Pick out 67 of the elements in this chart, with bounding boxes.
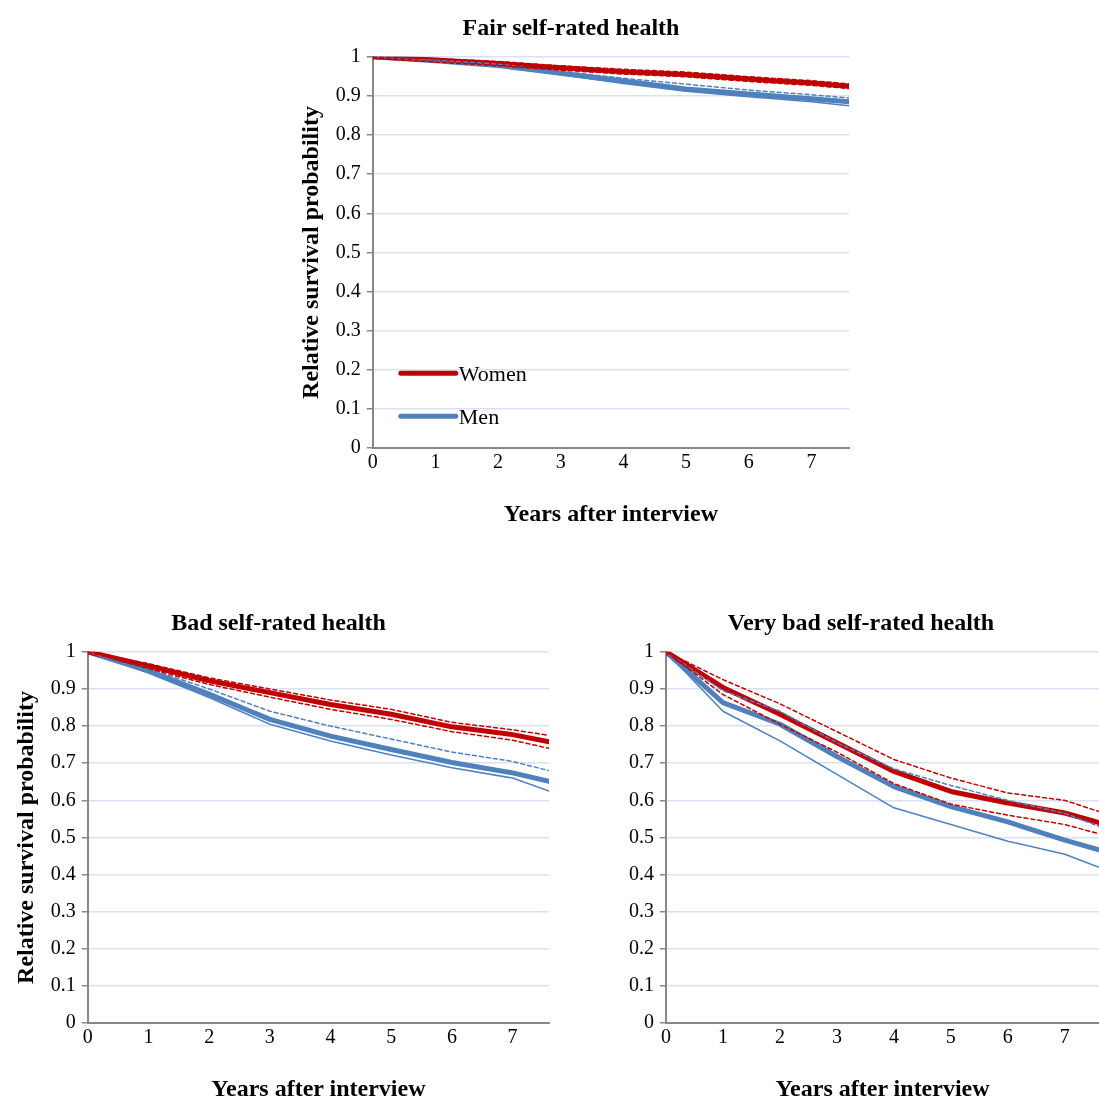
y-tick-label: 0.8 bbox=[335, 122, 361, 145]
x-axis-title: Years after interview bbox=[503, 499, 719, 526]
y-tick-label: 0.6 bbox=[335, 200, 361, 223]
y-tick-label: 0.5 bbox=[629, 824, 654, 847]
y-axis-title: Relative survival probability bbox=[11, 691, 38, 984]
x-tick-label: 5 bbox=[681, 450, 692, 473]
chart-title: Fair self-rated health bbox=[462, 13, 680, 40]
x-tick-label: 3 bbox=[264, 1025, 275, 1048]
y-tick-label: 0.3 bbox=[629, 899, 654, 922]
x-tick-label: 6 bbox=[1002, 1025, 1013, 1048]
y-tick-label: 0 bbox=[644, 1010, 654, 1033]
chart-title: Very bad self-rated health bbox=[727, 608, 995, 635]
x-tick-label: 7 bbox=[806, 450, 817, 473]
x-tick-label: 7 bbox=[1059, 1025, 1070, 1048]
y-tick-label: 0.8 bbox=[50, 713, 76, 736]
x-axis-title: Years after interview bbox=[775, 1074, 991, 1101]
y-tick-label: 0.7 bbox=[50, 750, 76, 773]
y-tick-label: 0.7 bbox=[335, 161, 361, 184]
x-tick-label: 6 bbox=[743, 450, 754, 473]
x-tick-label: 3 bbox=[831, 1025, 842, 1048]
y-tick-label: 0.7 bbox=[629, 750, 654, 773]
x-tick-label: 3 bbox=[555, 450, 566, 473]
x-tick-label: 0 bbox=[367, 450, 378, 473]
y-tick-label: 0.1 bbox=[629, 973, 654, 996]
y-tick-label: 0.9 bbox=[50, 676, 76, 699]
y-tick-label: 0.4 bbox=[629, 861, 654, 884]
y-tick-label: 0.1 bbox=[335, 396, 361, 419]
y-tick-label: 1 bbox=[350, 44, 361, 67]
x-tick-label: 2 bbox=[774, 1025, 785, 1048]
x-tick-label: 2 bbox=[493, 450, 504, 473]
y-tick-label: 0.2 bbox=[335, 357, 361, 380]
x-tick-label: 1 bbox=[143, 1025, 154, 1048]
y-tick-label: 0.1 bbox=[50, 973, 76, 996]
x-tick-label: 0 bbox=[661, 1025, 671, 1048]
x-tick-label: 4 bbox=[618, 450, 629, 473]
y-tick-label: 0.2 bbox=[50, 936, 76, 959]
y-tick-label: 0.4 bbox=[50, 861, 76, 884]
chart-title: Bad self-rated health bbox=[171, 608, 386, 635]
x-tick-label: 2 bbox=[204, 1025, 215, 1048]
y-tick-label: 0.3 bbox=[50, 899, 76, 922]
x-tick-label: 4 bbox=[888, 1025, 899, 1048]
x-axis-title: Years after interview bbox=[211, 1074, 427, 1101]
y-tick-label: 0.4 bbox=[335, 278, 361, 301]
x-tick-label: 1 bbox=[430, 450, 441, 473]
x-tick-label: 4 bbox=[325, 1025, 336, 1048]
y-tick-label: 1 bbox=[65, 639, 76, 662]
y-tick-label: 0.9 bbox=[629, 676, 654, 699]
y-tick-label: 0 bbox=[65, 1010, 76, 1033]
x-tick-label: 6 bbox=[446, 1025, 457, 1048]
y-tick-label: 0.8 bbox=[629, 713, 654, 736]
y-tick-label: 0.3 bbox=[335, 318, 361, 341]
y-tick-label: 0.6 bbox=[50, 787, 76, 810]
x-tick-label: 1 bbox=[717, 1025, 728, 1048]
y-axis-title: Relative survival probability bbox=[296, 106, 323, 399]
legend-label: Women bbox=[458, 360, 527, 386]
y-tick-label: 1 bbox=[644, 639, 654, 662]
x-tick-label: 5 bbox=[945, 1025, 956, 1048]
y-tick-label: 0.9 bbox=[335, 83, 361, 106]
x-tick-label: 5 bbox=[386, 1025, 397, 1048]
x-tick-label: 7 bbox=[507, 1025, 518, 1048]
y-tick-label: 0.5 bbox=[50, 824, 76, 847]
y-tick-label: 0.2 bbox=[629, 936, 654, 959]
y-tick-label: 0.6 bbox=[629, 787, 654, 810]
y-tick-label: 0 bbox=[350, 435, 361, 458]
x-tick-label: 0 bbox=[82, 1025, 93, 1048]
y-tick-label: 0.5 bbox=[335, 239, 361, 262]
legend-label: Men bbox=[458, 403, 500, 429]
